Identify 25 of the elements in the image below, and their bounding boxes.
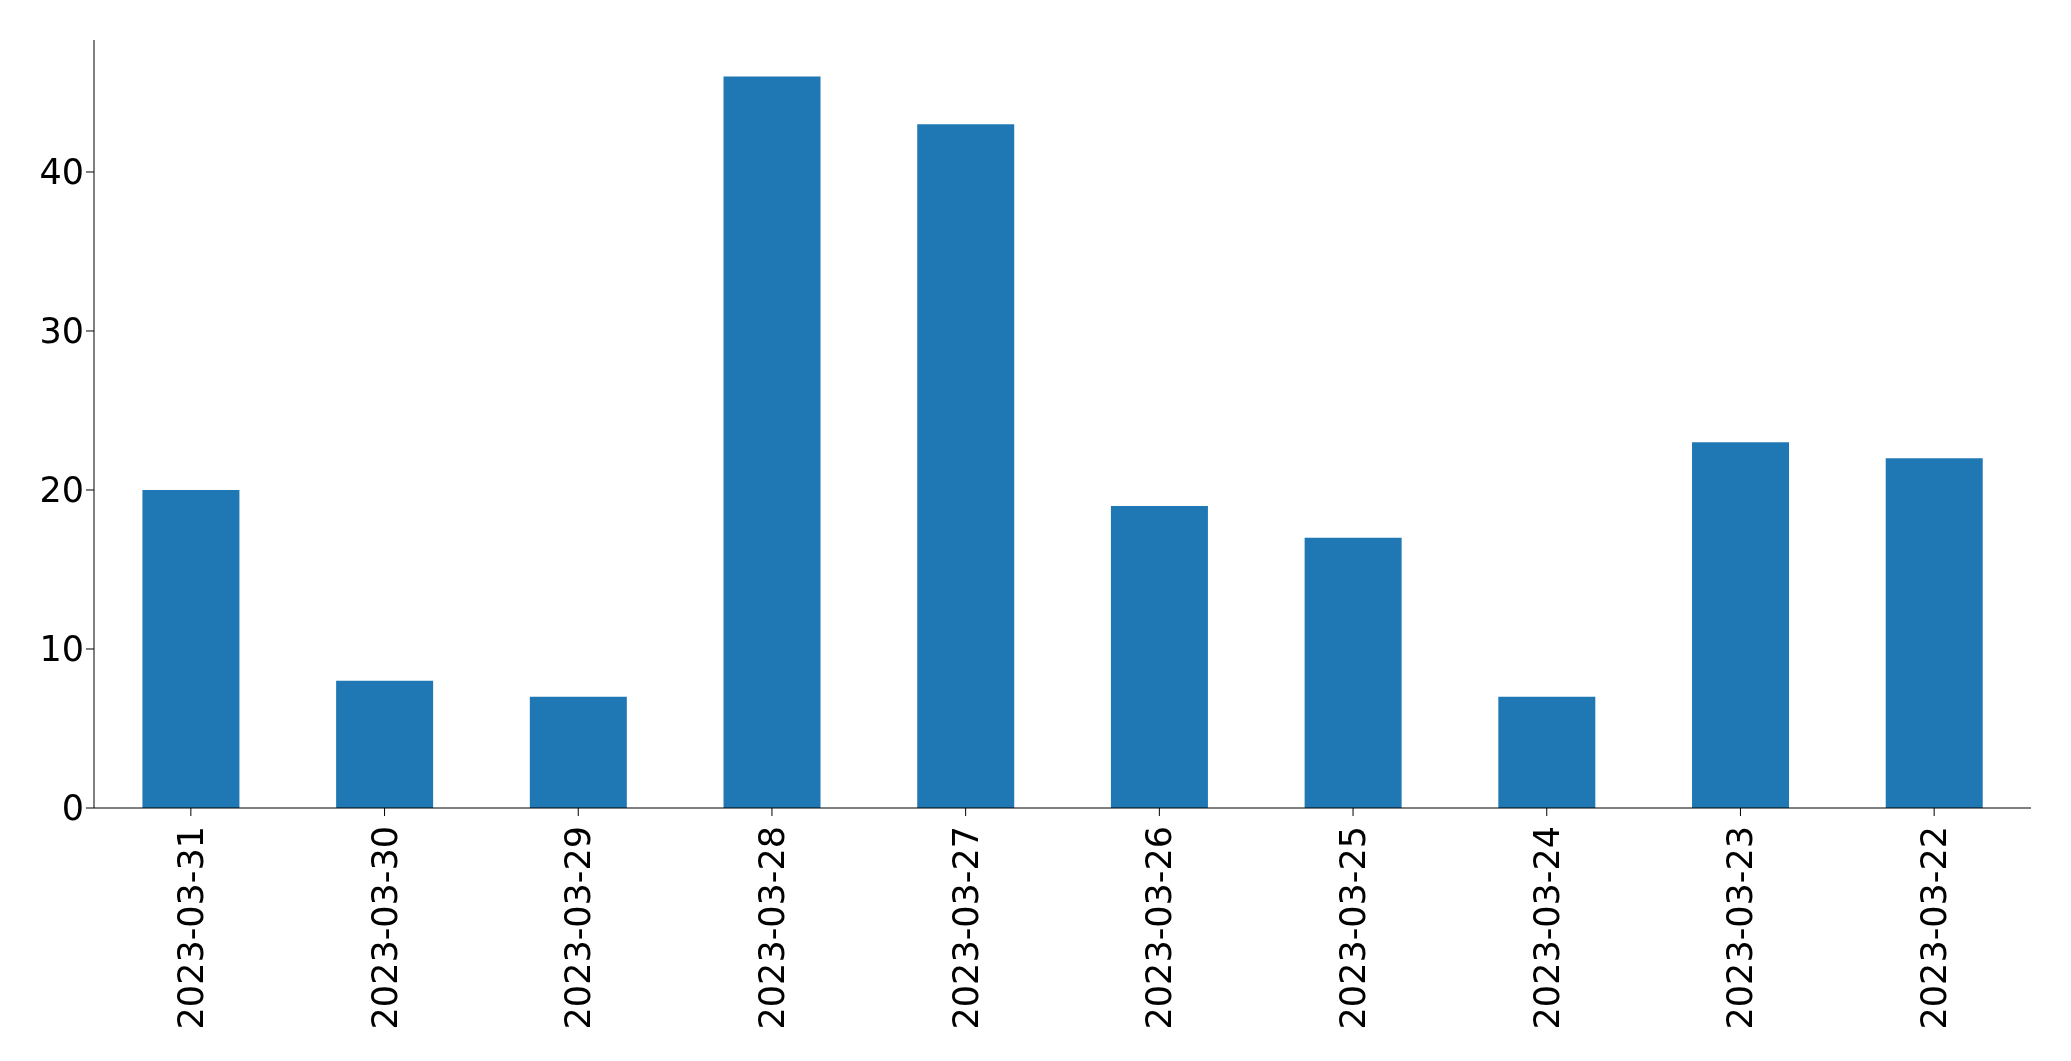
- x-tick-label: 2023-03-30: [364, 826, 405, 1030]
- y-tick-label: 40: [39, 152, 84, 193]
- x-tick-label: 2023-03-31: [170, 826, 211, 1030]
- x-tick-label: 2023-03-28: [751, 826, 792, 1030]
- x-tick-label: 2023-03-23: [1720, 826, 1761, 1030]
- y-tick-label: 0: [61, 788, 84, 829]
- bar: [1498, 696, 1596, 808]
- x-tick-label: 2023-03-25: [1333, 826, 1374, 1030]
- x-tick-label: 2023-03-24: [1526, 826, 1567, 1030]
- bar: [1110, 505, 1208, 808]
- bar: [529, 696, 627, 808]
- bar: [1692, 442, 1790, 808]
- bar: [723, 76, 821, 808]
- bar: [336, 680, 434, 808]
- bar: [1304, 537, 1402, 808]
- x-tick-label: 2023-03-29: [558, 826, 599, 1030]
- bar: [1885, 458, 1983, 808]
- bar: [917, 124, 1015, 808]
- bar: [142, 489, 240, 808]
- y-tick-label: 10: [39, 629, 84, 670]
- x-tick-label: 2023-03-22: [1914, 826, 1955, 1030]
- x-tick-label: 2023-03-27: [945, 826, 986, 1030]
- x-tick-label: 2023-03-26: [1139, 826, 1180, 1030]
- y-tick-label: 30: [39, 311, 84, 352]
- y-tick-label: 20: [39, 470, 84, 511]
